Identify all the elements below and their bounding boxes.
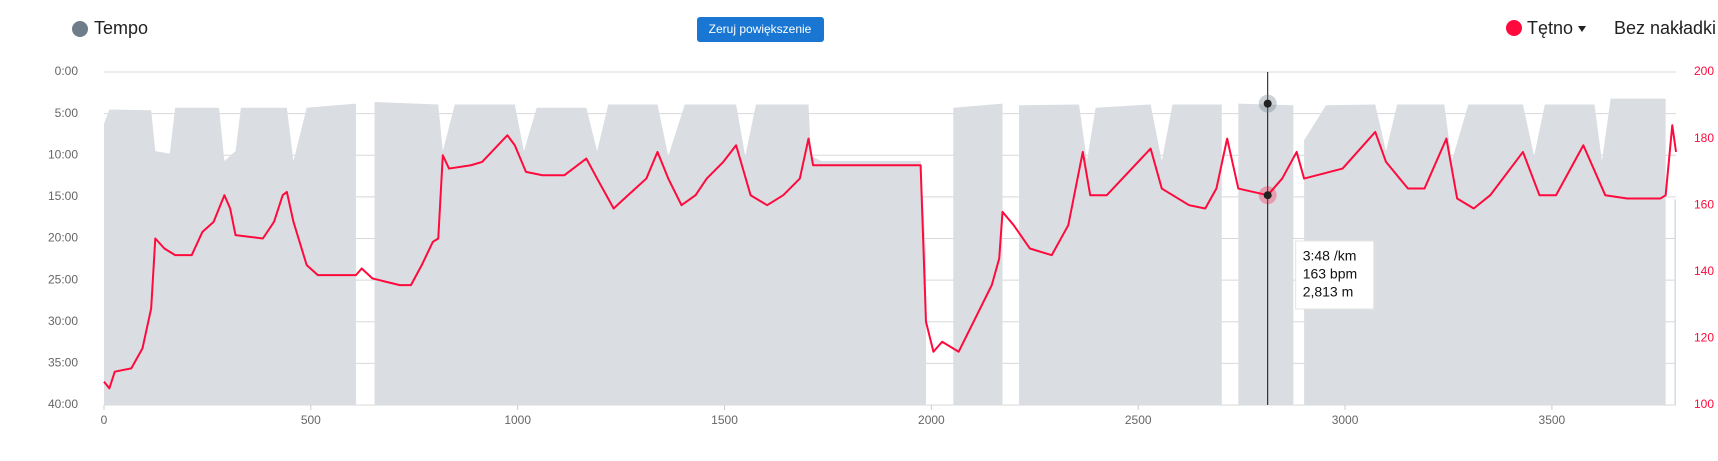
x-tick-label: 3500 [1539,413,1566,427]
y-tick-label: 30:00 [48,314,78,328]
dropdown-arrow[interactable] [1578,26,1586,32]
pace-hover-point [1263,99,1272,108]
pace-area [104,98,1676,405]
y2-tick-label: 200 [1694,64,1714,78]
y2-tick-label: 180 [1694,131,1714,145]
x-tick-label: 0 [101,413,108,427]
plot-area: 0:00 5:00 10:00 15:00 20:00 25:00 30:00 35:00 40… [48,64,1714,427]
tooltip-box [1295,240,1375,310]
y-tick-label: 40:00 [48,397,78,411]
x-tick-label: 2000 [918,413,945,427]
y2-tick-label: 120 [1694,331,1714,345]
y-tick-label: 0:00 [55,64,79,78]
reset-zoom-label[interactable]: Zeruj powiększenie [709,22,812,36]
y2-tick-label: 160 [1694,197,1714,211]
legend-marker [1506,20,1522,36]
tooltip-text: 2,813 m [1303,284,1354,300]
x-tick-label: 500 [301,413,321,427]
legend-label: Tętno [1527,18,1573,38]
x-tick-label: 2500 [1125,413,1152,427]
x-tick-label: 3000 [1332,413,1359,427]
y-tick-label: 5:00 [55,106,79,120]
y2-tick-label: 100 [1694,397,1714,411]
overlay-option[interactable]: Bez nakładki [1614,18,1716,38]
y-tick-label: 10:00 [48,147,78,161]
y2-tick-label: 140 [1694,264,1714,278]
heart-rate-line [103,124,1677,390]
legend-label: Tempo [94,18,148,38]
legend-marker [72,21,88,37]
y-tick-label: 35:00 [48,356,78,370]
y-tick-label: 25:00 [48,272,78,286]
x-tick-label: 1500 [711,413,738,427]
hr-hover-point [1263,191,1272,200]
y-tick-label: 15:00 [48,189,78,203]
reset-zoom-button[interactable] [697,17,824,42]
tooltip-text: 163 bpm [1303,266,1357,282]
y-tick-label: 20:00 [48,231,78,245]
x-tick-label: 1000 [504,413,531,427]
tooltip-text: 3:48 /km [1303,248,1357,264]
